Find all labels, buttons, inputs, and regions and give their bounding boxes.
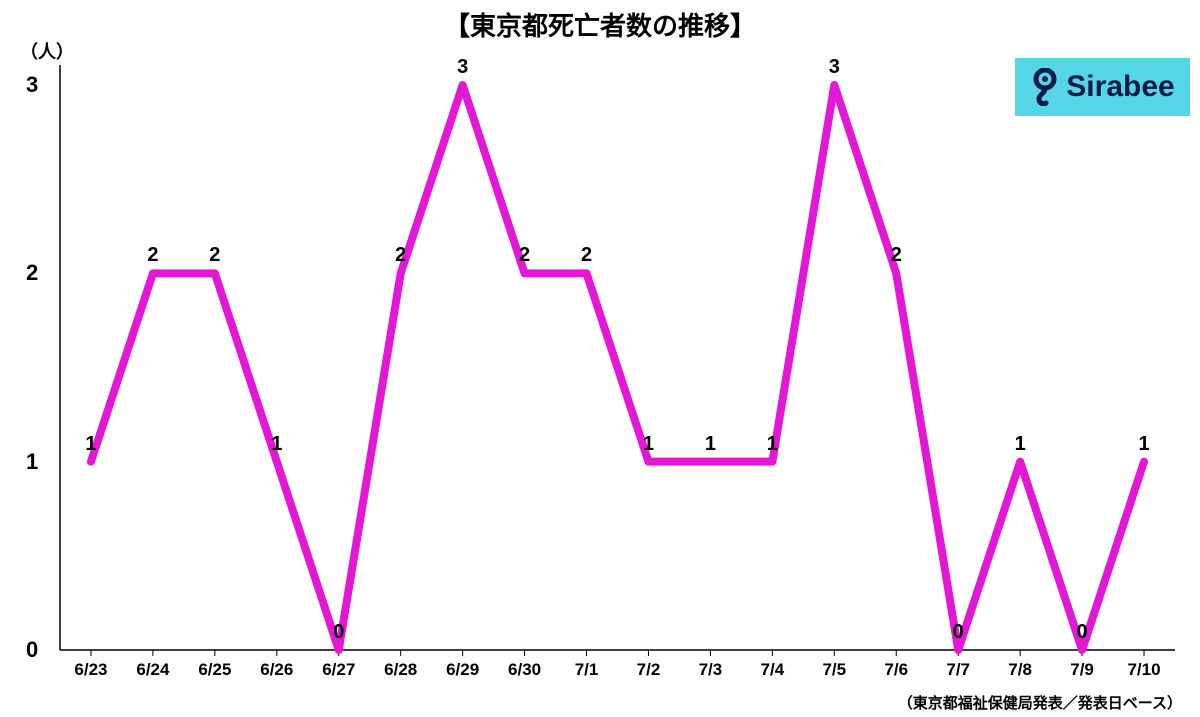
- x-tick-label: 7/4: [761, 660, 785, 680]
- chart-plot-svg: [0, 0, 1200, 717]
- y-tick-label: 3: [26, 72, 38, 98]
- data-point-label: 1: [767, 433, 778, 456]
- x-tick-label: 7/8: [1008, 660, 1032, 680]
- x-tick-label: 6/25: [198, 660, 231, 680]
- x-tick-label: 6/24: [136, 660, 169, 680]
- x-tick-label: 6/29: [446, 660, 479, 680]
- x-tick-label: 6/27: [322, 660, 355, 680]
- data-point-label: 2: [891, 244, 902, 267]
- data-point-label: 1: [85, 433, 96, 456]
- data-point-label: 0: [953, 621, 964, 644]
- data-point-label: 3: [457, 56, 468, 79]
- x-tick-label: 7/1: [575, 660, 599, 680]
- y-tick-label: 1: [26, 449, 38, 475]
- data-point-label: 1: [1138, 433, 1149, 456]
- data-point-label: 2: [209, 244, 220, 267]
- chart-container: 【東京都死亡者数の推移】 （人） Sirabee 0123 6/236/246/…: [0, 0, 1200, 717]
- x-tick-label: 7/7: [946, 660, 970, 680]
- chart-footnote: （東京都福祉保健局発表／発表日ベース）: [898, 692, 1182, 713]
- x-tick-label: 7/6: [884, 660, 908, 680]
- data-point-label: 2: [581, 244, 592, 267]
- x-tick-label: 7/9: [1070, 660, 1094, 680]
- x-tick-label: 6/26: [260, 660, 293, 680]
- data-point-label: 1: [1015, 433, 1026, 456]
- x-tick-label: 7/10: [1127, 660, 1160, 680]
- y-tick-label: 2: [26, 260, 38, 286]
- data-point-label: 0: [1077, 621, 1088, 644]
- data-point-label: 2: [395, 244, 406, 267]
- x-tick-label: 7/2: [637, 660, 661, 680]
- x-tick-label: 7/5: [822, 660, 846, 680]
- data-point-label: 2: [519, 244, 530, 267]
- data-line: [91, 85, 1144, 650]
- data-point-label: 1: [271, 433, 282, 456]
- data-point-label: 2: [147, 244, 158, 267]
- x-tick-label: 6/30: [508, 660, 541, 680]
- data-point-label: 0: [333, 621, 344, 644]
- x-tick-label: 7/3: [699, 660, 723, 680]
- data-point-label: 1: [643, 433, 654, 456]
- y-tick-label: 0: [26, 637, 38, 663]
- x-tick-label: 6/28: [384, 660, 417, 680]
- x-tick-label: 6/23: [74, 660, 107, 680]
- data-point-label: 1: [705, 433, 716, 456]
- data-point-label: 3: [829, 56, 840, 79]
